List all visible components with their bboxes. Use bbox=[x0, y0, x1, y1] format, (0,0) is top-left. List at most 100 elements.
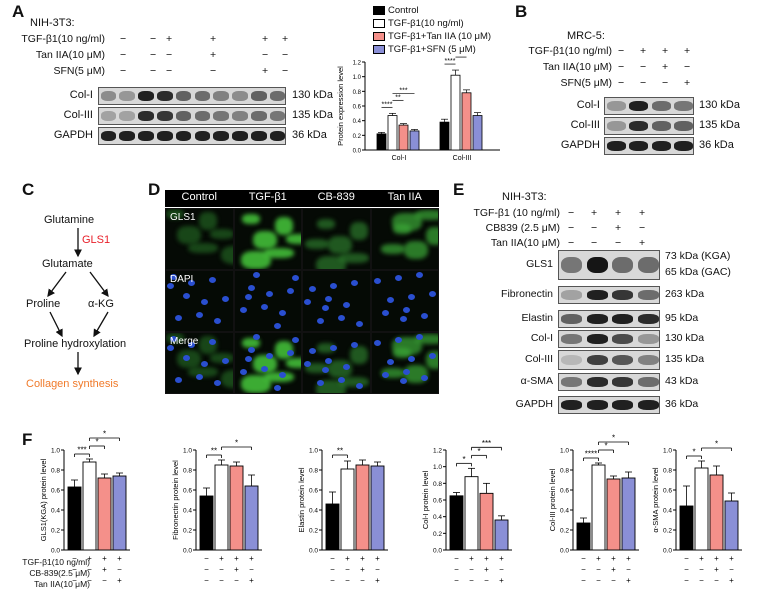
blot-band bbox=[194, 91, 211, 101]
panel-a-label: A bbox=[12, 2, 25, 21]
condition-sign: + bbox=[684, 77, 691, 89]
fluor-signal bbox=[285, 358, 302, 368]
condition-sign: + bbox=[626, 576, 631, 585]
y-tick-label: 0.6 bbox=[433, 498, 442, 505]
blot-label: Col-I bbox=[576, 99, 600, 111]
micrograph-gls1 bbox=[233, 208, 302, 270]
bar bbox=[591, 464, 606, 551]
y-axis-label: Fibronectin protein level bbox=[172, 460, 180, 540]
micrograph-merge bbox=[233, 332, 302, 394]
nucleus bbox=[196, 312, 203, 318]
y-axis-label: GLS1(KGA) protein level bbox=[40, 458, 48, 541]
condition-label: TGF-β1 (10 ng/ml) bbox=[473, 207, 560, 219]
nucleus bbox=[381, 310, 389, 316]
condition-sign: + bbox=[699, 554, 704, 563]
condition-sign: + bbox=[684, 45, 691, 57]
bar bbox=[340, 468, 355, 551]
condition-sign: + bbox=[87, 554, 92, 563]
fluor-signal bbox=[188, 243, 218, 253]
condition-sign: − bbox=[581, 565, 586, 574]
condition-sign: − bbox=[72, 576, 77, 585]
blot-band bbox=[213, 111, 230, 121]
nucleus bbox=[209, 277, 216, 283]
y-tick-label: 1.2 bbox=[433, 448, 442, 455]
y-axis-label: Protein expression level bbox=[336, 66, 345, 146]
condition-sign: + bbox=[484, 554, 489, 563]
bar bbox=[679, 505, 694, 551]
blot-label: Fibronectin bbox=[501, 288, 553, 300]
bar bbox=[229, 465, 244, 551]
condition-sign: − bbox=[210, 65, 217, 77]
condition-sign: + bbox=[714, 565, 719, 574]
y-tick-label: 0.4 bbox=[353, 119, 362, 125]
y-axis-label: Col-I protein level bbox=[422, 470, 430, 529]
blot-band bbox=[561, 400, 583, 410]
sig-label: * bbox=[692, 448, 695, 457]
y-tick-label: 0.8 bbox=[183, 468, 192, 475]
fluor-signal bbox=[199, 212, 217, 230]
micrograph-dapi bbox=[233, 270, 302, 332]
y-tick-label: 0.8 bbox=[309, 468, 318, 475]
condition-sign: − bbox=[714, 576, 719, 585]
blot-band bbox=[269, 111, 285, 121]
fluor-signal bbox=[166, 209, 184, 219]
nucleus bbox=[265, 353, 273, 359]
legend-item-tgf: TGF-β1(10 ng/ml) bbox=[373, 17, 491, 30]
nucleus bbox=[402, 369, 410, 375]
blot-label: GAPDH bbox=[53, 129, 93, 141]
condition-sign: − bbox=[345, 576, 350, 585]
blot-band bbox=[586, 377, 608, 387]
nucleus bbox=[183, 355, 190, 361]
blot-band bbox=[156, 131, 173, 141]
condition-sign: − bbox=[87, 565, 92, 574]
micrograph-merge bbox=[302, 332, 371, 394]
blot-band bbox=[637, 354, 659, 366]
nucleus bbox=[338, 377, 345, 383]
blot-band bbox=[213, 91, 230, 101]
fluor-signal bbox=[241, 214, 260, 224]
panel-b-cell-line: MRC-5: bbox=[567, 30, 605, 42]
nucleus bbox=[244, 294, 252, 300]
fluor-signal bbox=[403, 241, 428, 259]
condition-sign: − bbox=[330, 576, 335, 585]
y-tick-label: 0.2 bbox=[353, 134, 362, 140]
nucleus bbox=[351, 342, 358, 348]
condition-sign: − bbox=[120, 65, 127, 77]
fluor-signal bbox=[177, 226, 201, 244]
blot-band bbox=[586, 256, 608, 274]
x-tick-label: Col-III bbox=[453, 155, 472, 160]
condition-sign: + bbox=[262, 33, 269, 45]
bar bbox=[199, 495, 214, 551]
condition-sign: − bbox=[87, 576, 92, 585]
y-tick-label: 0.6 bbox=[51, 488, 60, 495]
nucleus bbox=[244, 356, 252, 362]
condition-sign: + bbox=[591, 207, 598, 219]
nucleus bbox=[373, 278, 381, 284]
condition-sign: + bbox=[282, 33, 289, 45]
fluor-signal bbox=[305, 239, 329, 249]
condition-sign: − bbox=[234, 576, 239, 585]
y-tick-label: 0.0 bbox=[309, 548, 318, 555]
column-header: CB-839 bbox=[317, 191, 355, 203]
fluor-signal bbox=[316, 256, 346, 269]
condition-sign: − bbox=[581, 576, 586, 585]
condition-sign: + bbox=[117, 554, 122, 563]
bar bbox=[576, 522, 591, 551]
blot-label: GAPDH bbox=[515, 398, 553, 410]
nucleus bbox=[291, 337, 299, 343]
y-tick-label: 0.6 bbox=[309, 488, 318, 495]
blot-band bbox=[175, 111, 192, 121]
condition-sign: − bbox=[684, 61, 691, 73]
condition-sign: + bbox=[611, 565, 616, 574]
nucleus bbox=[394, 275, 402, 281]
blot-kda: 95 kDa bbox=[665, 312, 699, 324]
y-tick-label: 0.4 bbox=[183, 508, 192, 515]
condition-sign: − bbox=[684, 554, 689, 563]
condition-sign: − bbox=[166, 65, 173, 77]
nucleus bbox=[170, 336, 177, 342]
nucleus bbox=[386, 297, 394, 303]
legend-swatch bbox=[373, 5, 385, 15]
y-tick-label: 1.0 bbox=[433, 464, 442, 471]
blot-band bbox=[612, 314, 634, 324]
nucleus bbox=[304, 361, 311, 367]
